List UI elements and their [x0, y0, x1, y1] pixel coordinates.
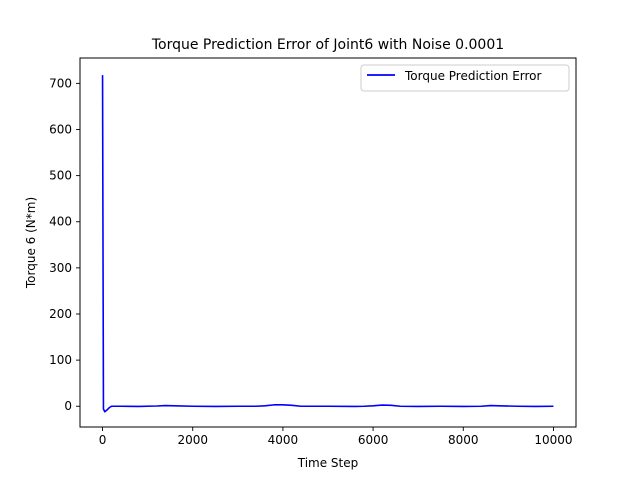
chart-title: Torque Prediction Error of Joint6 with N…	[151, 37, 504, 53]
x-axis-label: Time Step	[297, 456, 359, 470]
y-tick-label: 0	[64, 399, 72, 413]
plot-area-frame	[79, 57, 577, 428]
x-tick-label: 6000	[358, 433, 389, 447]
y-tick-label: 300	[49, 261, 72, 275]
y-tick-label: 100	[49, 353, 72, 367]
y-tick-label: 400	[49, 215, 72, 229]
x-tick-label: 8000	[448, 433, 479, 447]
x-tick-label: 4000	[268, 433, 299, 447]
x-tick-label: 2000	[177, 433, 208, 447]
y-axis-ticks: 0 100 200 300 400 500 600 700	[49, 76, 80, 413]
legend-box	[360, 64, 570, 92]
y-tick-label: 200	[49, 307, 72, 321]
series-line-torque-prediction-error	[101, 75, 554, 413]
y-tick-label: 600	[49, 122, 72, 136]
series-layer	[101, 75, 554, 413]
y-axis-label: Torque 6 (N*m)	[24, 197, 38, 289]
legend-label: Torque Prediction Error	[404, 69, 542, 83]
y-tick-label: 700	[49, 76, 72, 90]
x-tick-label: 0	[99, 433, 107, 447]
y-tick-label: 500	[49, 169, 72, 183]
x-axis-ticks: 0 2000 4000 6000 8000 10000	[99, 427, 573, 447]
x-tick-label: 10000	[534, 433, 572, 447]
legend: Torque Prediction Error	[360, 64, 570, 92]
